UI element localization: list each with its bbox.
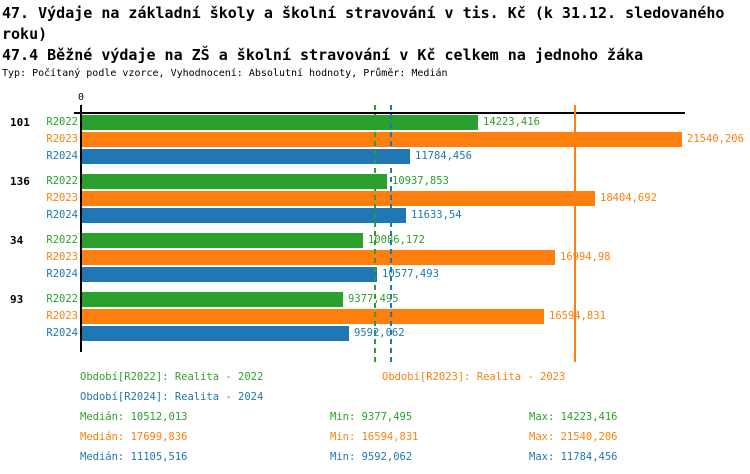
legend-item-r2023: Období[R2023]: Realita - 2023 xyxy=(382,371,566,383)
series-label: R2024 xyxy=(46,327,78,339)
series-label: R2022 xyxy=(46,293,78,305)
series-label: R2023 xyxy=(46,133,78,145)
legend-item-r2022: Období[R2022]: Realita - 2022 xyxy=(80,371,264,383)
bar-r2023 xyxy=(82,191,595,206)
series-label: R2022 xyxy=(46,234,78,246)
stat-min-r2024: Min: 9592,062 xyxy=(330,451,413,463)
category-label: 34 xyxy=(10,234,24,247)
bar-value-label: 18404,692 xyxy=(600,192,657,204)
bar-r2024 xyxy=(82,326,349,341)
stat-median-r2024: Medián: 11105,516 xyxy=(80,451,188,463)
bar-r2022 xyxy=(82,292,343,307)
median-line-r2023 xyxy=(574,105,576,362)
bar-r2023 xyxy=(82,309,544,324)
stat-max-r2023: Max: 21540,206 xyxy=(529,431,618,443)
page-title: 47. Výdaje na základní školy a školní st… xyxy=(2,4,725,43)
stat-min-r2022: Min: 9377,495 xyxy=(330,411,413,423)
series-label: R2024 xyxy=(46,150,78,162)
bar-r2024 xyxy=(82,208,406,223)
series-label: R2024 xyxy=(46,268,78,280)
chart-subtitle: 47.4 Běžné výdaje na ZŠ a školní stravov… xyxy=(2,46,644,64)
bar-value-label: 9592,062 xyxy=(354,327,405,339)
stat-median-r2023: Medián: 17699,836 xyxy=(80,431,188,443)
bar-chart: 0 101 R2022 14223,416 R2023 21540,206 R2024 11… xyxy=(0,92,750,372)
x-axis-tick-label: 0 xyxy=(77,92,85,103)
median-line-r2024 xyxy=(390,105,392,362)
stat-max-r2024: Max: 11784,456 xyxy=(529,451,618,463)
series-label: R2023 xyxy=(46,251,78,263)
legend-item-r2024: Období[R2024]: Realita - 2024 xyxy=(80,391,264,403)
stat-median-r2022: Medián: 10512,013 xyxy=(80,411,188,423)
y-axis-tick xyxy=(74,112,80,114)
stat-min-r2023: Min: 16594,831 xyxy=(330,431,419,443)
bar-value-label: 9377,495 xyxy=(348,292,399,307)
y-axis-line xyxy=(80,105,82,352)
category-label: 136 xyxy=(10,175,30,188)
series-label: R2023 xyxy=(46,310,78,322)
category-label: 101 xyxy=(10,116,30,129)
bar-r2022 xyxy=(82,174,387,189)
bar-value-label: 16594,831 xyxy=(549,310,606,322)
bar-r2024 xyxy=(82,149,410,164)
series-label: R2022 xyxy=(46,116,78,128)
bar-r2022 xyxy=(82,233,363,248)
series-label: R2022 xyxy=(46,175,78,187)
category-label: 93 xyxy=(10,293,24,306)
bar-value-label: 10086,172 xyxy=(368,234,425,246)
bar-value-label: 11784,456 xyxy=(415,150,472,162)
bar-r2024 xyxy=(82,267,377,282)
bar-value-label: 11633,54 xyxy=(411,209,462,221)
chart-meta-line: Typ: Počítaný podle vzorce, Vyhodnocení:… xyxy=(2,68,448,79)
bar-r2022 xyxy=(82,115,478,130)
bar-value-label: 10577,493 xyxy=(382,268,439,280)
median-line-r2022 xyxy=(374,105,376,362)
bar-r2023 xyxy=(82,250,555,265)
bar-r2023 xyxy=(82,132,682,147)
bar-value-label: 10937,853 xyxy=(392,175,449,187)
series-label: R2024 xyxy=(46,209,78,221)
bar-value-label: 21540,206 xyxy=(687,133,744,145)
bar-value-label: 14223,416 xyxy=(483,116,540,128)
bar-value-label: 16994,98 xyxy=(560,251,611,263)
stat-max-r2022: Max: 14223,416 xyxy=(529,411,618,423)
series-label: R2023 xyxy=(46,192,78,204)
x-axis-line xyxy=(80,112,685,114)
